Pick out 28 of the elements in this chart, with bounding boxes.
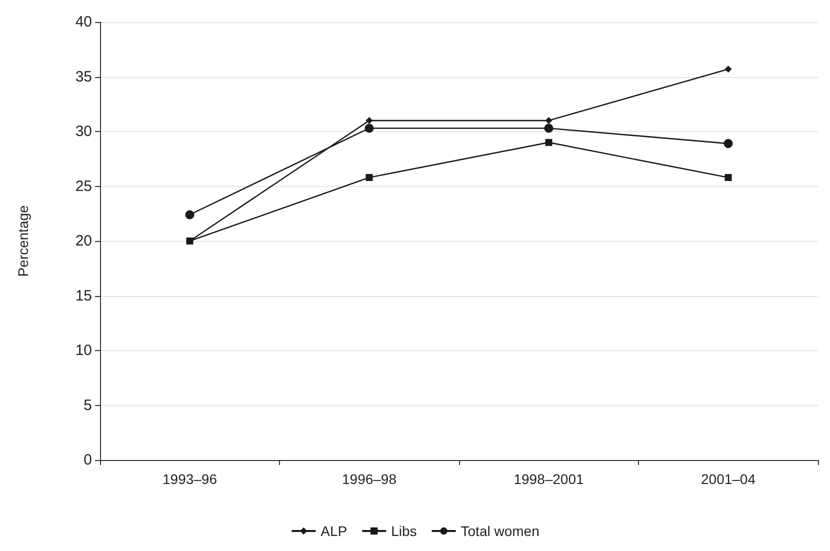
x-tick-label: 2001–04 bbox=[700, 471, 756, 487]
point bbox=[364, 124, 374, 133]
point bbox=[724, 66, 732, 73]
y-tick-label: 20 bbox=[75, 232, 92, 250]
point bbox=[366, 117, 373, 124]
x-tick-label: 1993–96 bbox=[162, 471, 218, 487]
y-tick-label: 25 bbox=[75, 178, 92, 195]
point bbox=[186, 238, 194, 244]
point bbox=[544, 124, 554, 133]
legend-label: ALP bbox=[320, 523, 348, 539]
legend-label: Libs bbox=[391, 523, 417, 539]
legend-label: Total women bbox=[460, 523, 540, 539]
x-tick-label: 1998–2001 bbox=[514, 471, 584, 487]
y-tick-label: 40 bbox=[75, 14, 92, 30]
point bbox=[724, 174, 732, 181]
y-tick-label: 15 bbox=[75, 287, 92, 304]
y-tick-label: 10 bbox=[75, 342, 92, 359]
y-tick-label: 0 bbox=[84, 452, 92, 468]
y-tick-label: 30 bbox=[75, 123, 92, 140]
point bbox=[545, 138, 552, 146]
y-axis-title: Percentage bbox=[15, 204, 31, 277]
point bbox=[185, 210, 194, 220]
y-tick-label: 35 bbox=[75, 68, 92, 86]
x-tick-label: 1996–98 bbox=[342, 471, 397, 487]
point bbox=[724, 139, 733, 148]
y-tick-label: 5 bbox=[84, 396, 92, 414]
point bbox=[366, 174, 373, 181]
point bbox=[545, 117, 552, 124]
